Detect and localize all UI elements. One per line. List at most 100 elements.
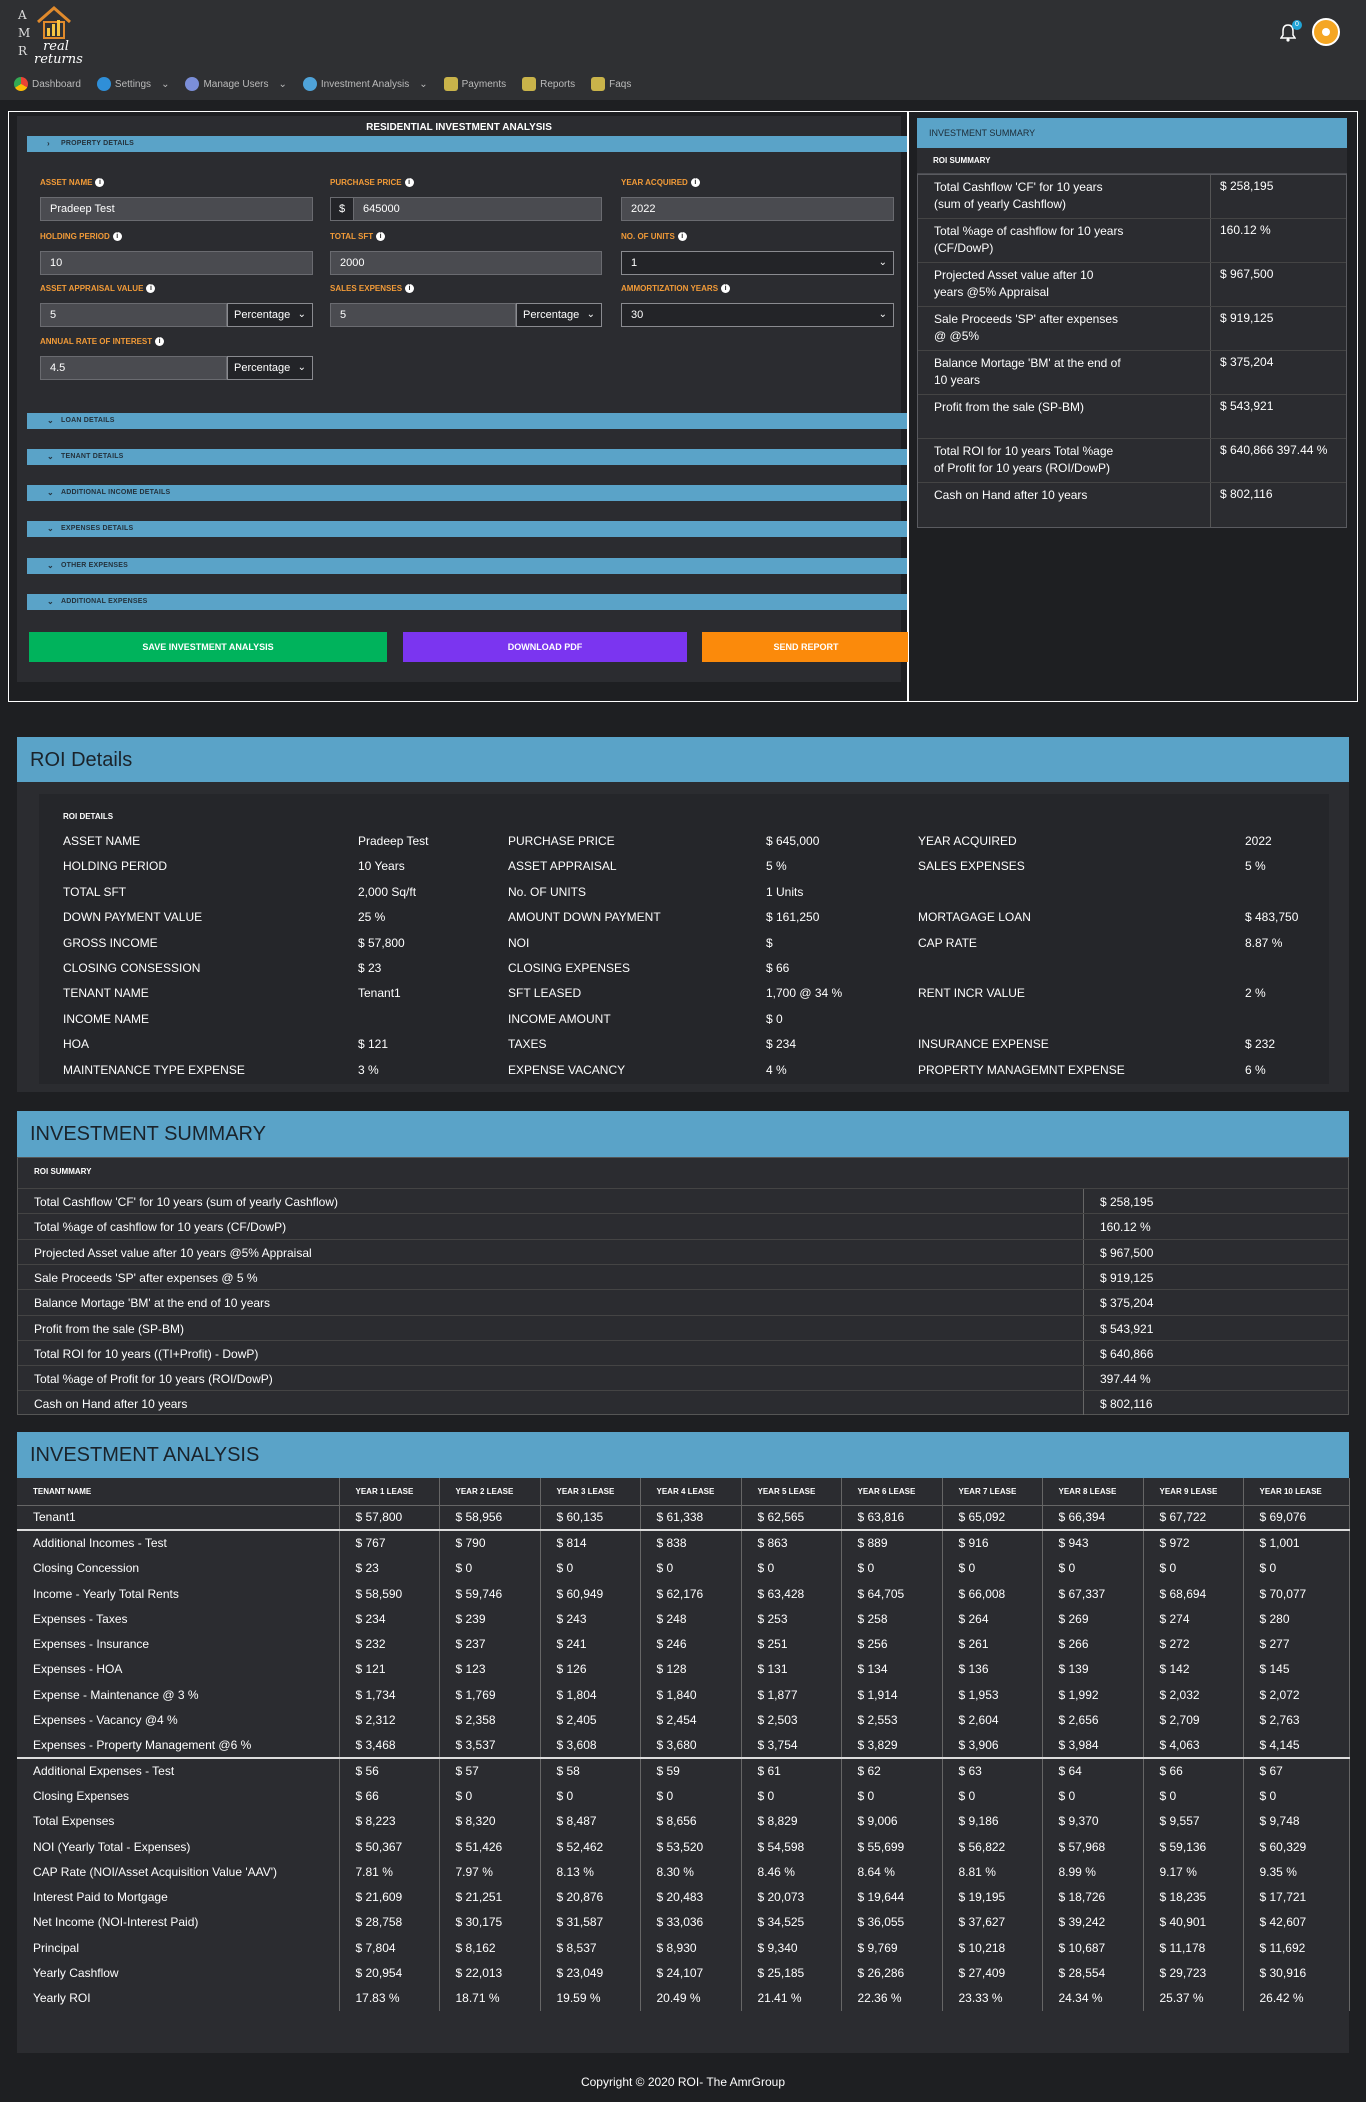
info-icon[interactable]: i — [146, 284, 156, 294]
nav-payments[interactable]: Payments — [443, 77, 506, 91]
download-pdf-button[interactable]: DOWNLOAD PDF — [403, 632, 687, 662]
year-lease-header: YEAR 5 LEASE — [741, 1478, 842, 1506]
interest-rate-input[interactable]: 4.5 — [40, 356, 227, 380]
table-cell: $ 131 — [741, 1656, 842, 1683]
table-cell: $ 30,175 — [439, 1909, 541, 1936]
nav-investment-analysis[interactable]: Investment Analysis ⌄ — [302, 77, 428, 91]
info-icon[interactable]: i — [405, 284, 415, 294]
accordion-tenant-details[interactable]: ⌄ TENANT DETAILS — [27, 449, 907, 465]
table-cell: 24.34 % — [1042, 1985, 1144, 2011]
sales-expenses-type-select[interactable]: Percentage ⌄ — [516, 303, 602, 327]
units-label: NO. OF UNITS i — [621, 232, 687, 242]
table-cell: $ 9,769 — [841, 1935, 943, 1961]
table-cell: $ 0 — [1042, 1555, 1144, 1581]
roi-detail-value: $ 121 — [358, 1037, 389, 1052]
user-avatar[interactable] — [1312, 18, 1340, 46]
year-lease-header: YEAR 7 LEASE — [942, 1478, 1043, 1506]
table-cell: $ 8,223 — [339, 1808, 440, 1834]
table-row: Yearly ROI 17.83 % 18.71 % 19.59 % 20.49 % 21… — [17, 1985, 1350, 2011]
table-cell: $ 50,367 — [339, 1833, 440, 1860]
accordion-additional-expenses[interactable]: ⌄ ADDITIONAL EXPENSES — [27, 594, 907, 610]
accordion-expenses-details[interactable]: ⌄ EXPENSES DETAILS — [27, 521, 907, 537]
accordion-other-expenses[interactable]: ⌄ OTHER EXPENSES — [27, 558, 907, 574]
table-cell: $ 20,483 — [640, 1884, 742, 1910]
nav-settings[interactable]: Settings ⌄ — [96, 77, 169, 91]
investment-analysis-section: TENANT NAME YEAR 1 LEASE YEAR 2 LEASE YEAR … — [17, 1478, 1350, 2053]
info-icon[interactable]: i — [376, 232, 386, 242]
roi-detail-label: NOI — [508, 935, 530, 950]
sales-expenses-input[interactable]: 5 — [330, 303, 516, 327]
info-icon[interactable]: i — [690, 178, 700, 188]
table-cell: $ 62,176 — [640, 1580, 742, 1607]
nav-faqs[interactable]: Faqs — [591, 77, 631, 91]
nav-reports[interactable]: Reports — [522, 77, 575, 91]
table-cell: $ 142 — [1143, 1656, 1244, 1683]
accordion-additional-income[interactable]: ⌄ ADDITIONAL INCOME DETAILS — [27, 485, 907, 501]
roi-detail-label: INCOME NAME — [63, 1011, 150, 1026]
table-cell: $ 1,914 — [841, 1682, 943, 1708]
nav-dashboard[interactable]: Dashboard — [14, 77, 81, 91]
summary-row: Projected Asset value after 10 years @5%… — [18, 1238, 1348, 1264]
table-cell: $ 2,604 — [942, 1707, 1043, 1733]
table-cell: $ 10,218 — [942, 1935, 1043, 1961]
table-cell: $ 266 — [1042, 1631, 1144, 1657]
accordion-property-details[interactable]: › PROPERTY DETAILS — [27, 136, 907, 152]
chevron-down-icon: ⌄ — [584, 304, 595, 326]
table-cell: $ 126 — [540, 1656, 641, 1683]
summary-value: $ 967,500 — [1220, 267, 1274, 281]
row-label: Closing Expenses — [17, 1783, 340, 1809]
info-icon[interactable]: i — [95, 178, 105, 188]
chevron-right-icon: › — [47, 139, 50, 148]
table-cell: $ 60,135 — [540, 1505, 641, 1531]
app-logo[interactable]: A M R real returns — [14, 2, 83, 66]
table-cell: $ 239 — [439, 1606, 541, 1632]
interest-rate-type-select[interactable]: Percentage ⌄ — [227, 356, 313, 380]
units-select[interactable]: 1 ⌄ — [621, 251, 894, 275]
holding-period-input[interactable]: 10 — [40, 251, 313, 275]
accordion-loan-details[interactable]: ⌄ LOAN DETAILS — [27, 413, 907, 429]
table-cell: $ 66,008 — [942, 1580, 1043, 1607]
info-icon[interactable]: i — [155, 337, 165, 347]
table-cell: $ 20,954 — [339, 1960, 440, 1986]
table-cell: $ 128 — [640, 1656, 742, 1683]
info-icon[interactable]: i — [404, 178, 414, 188]
accordion-label: TENANT DETAILS — [61, 453, 124, 460]
appraisal-type-select[interactable]: Percentage ⌄ — [227, 303, 313, 327]
asset-name-input[interactable]: Pradeep Test — [40, 197, 313, 221]
table-cell: $ 264 — [942, 1606, 1043, 1632]
accordion-label: PROPERTY DETAILS — [61, 140, 134, 147]
roi-detail-label: MORTAGAGE LOAN — [918, 910, 1031, 925]
table-cell: $ 42,607 — [1243, 1909, 1350, 1936]
table-cell: $ 62,565 — [741, 1505, 842, 1531]
year-acquired-input[interactable]: 2022 — [621, 197, 894, 221]
purchase-price-input[interactable]: 645000 — [353, 197, 602, 221]
send-report-button[interactable]: SEND REPORT — [702, 632, 910, 662]
row-label: Tenant1 — [17, 1505, 340, 1531]
table-cell: $ 277 — [1243, 1631, 1350, 1657]
analysis-icon — [302, 77, 317, 91]
info-icon[interactable]: i — [721, 284, 731, 294]
table-cell: $ 7,804 — [339, 1935, 440, 1961]
table-row: Closing Expenses $ 66 $ 0 $ 0 $ 0 $ 0 $ 0 $ 0 $ … — [17, 1783, 1350, 1809]
table-cell: $ 40,901 — [1143, 1909, 1244, 1936]
table-cell: $ 66 — [1143, 1756, 1244, 1784]
row-label: Net Income (NOI-Interest Paid) — [17, 1909, 340, 1936]
table-cell: $ 0 — [640, 1783, 742, 1809]
save-analysis-button[interactable]: SAVE INVESTMENT ANALYSIS — [29, 632, 387, 662]
table-cell: $ 37,627 — [942, 1909, 1043, 1936]
info-icon[interactable]: i — [112, 232, 122, 242]
roi-detail-label: MAINTENANCE TYPE EXPENSE — [63, 1062, 245, 1077]
table-row: Expenses - Taxes $ 234 $ 239 $ 243 $ 248 $ 25… — [17, 1606, 1350, 1632]
table-cell: $ 916 — [942, 1529, 1043, 1556]
table-cell: $ 2,454 — [640, 1707, 742, 1733]
nav-manage-users[interactable]: Manage Users ⌄ — [185, 77, 287, 91]
table-cell: $ 272 — [1143, 1631, 1244, 1657]
appraisal-input[interactable]: 5 — [40, 303, 227, 327]
total-sft-input[interactable]: 2000 — [330, 251, 602, 275]
notifications-bell[interactable]: 0 — [1280, 20, 1302, 44]
table-cell: 8.46 % — [741, 1859, 842, 1885]
roi-detail-label: INSURANCE EXPENSE — [918, 1037, 1049, 1052]
amortization-select[interactable]: 30 ⌄ — [621, 303, 894, 327]
info-icon[interactable]: i — [677, 232, 687, 242]
table-cell: $ 56 — [339, 1756, 440, 1784]
